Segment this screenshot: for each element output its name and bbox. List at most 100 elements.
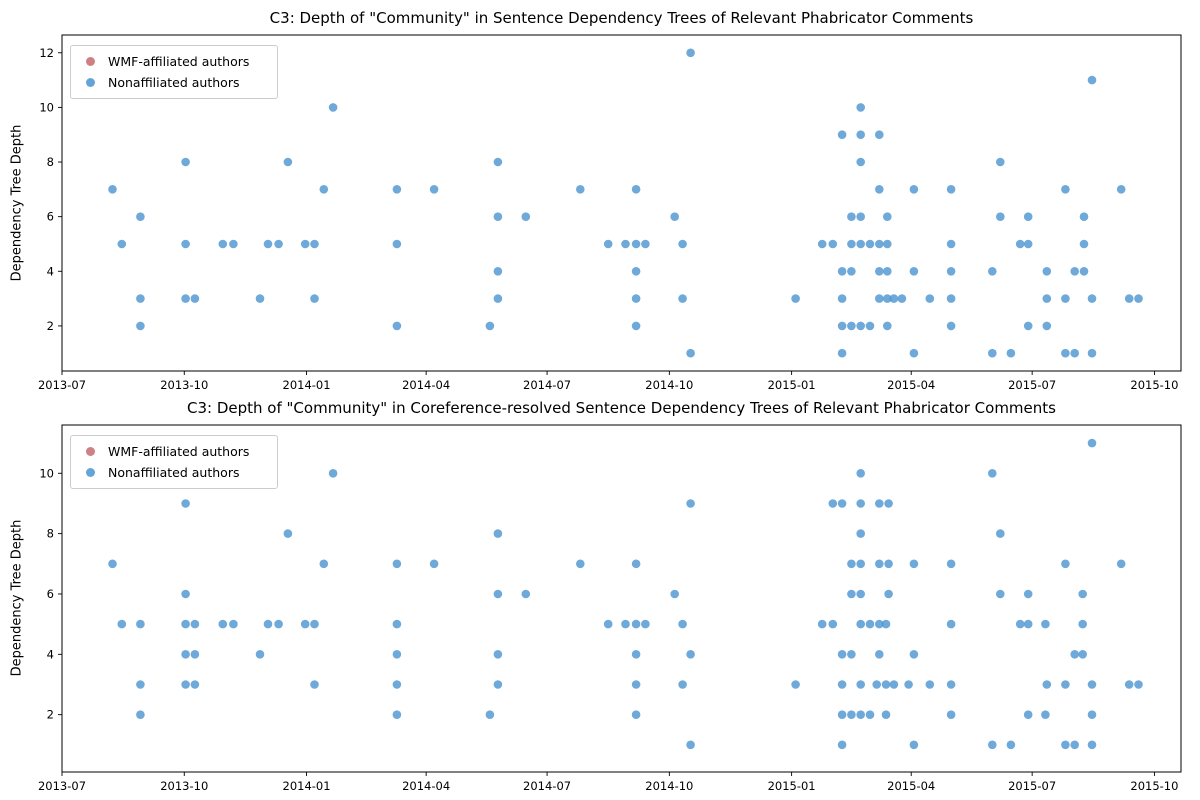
data-point: [875, 499, 884, 508]
data-point: [909, 740, 919, 750]
data-point: [1061, 680, 1070, 689]
plot-bottom: 2013-07 2013-10 2014-01 2014-04 2014-07 2014-…: [38, 424, 1182, 793]
data-point: [988, 740, 997, 750]
data-point: [274, 619, 283, 629]
data-point: [678, 680, 687, 689]
data-point: [1087, 710, 1097, 719]
data-point: [883, 212, 892, 221]
wmf-marker-icon: [86, 447, 95, 457]
data-point: [856, 130, 865, 139]
data-point: [392, 680, 402, 689]
data-point: [1042, 267, 1052, 276]
y-tick-label: 6: [47, 587, 54, 601]
x-tick-label: 2014-04: [402, 779, 450, 793]
data-point: [881, 710, 891, 719]
data-point: [883, 321, 892, 331]
data-point: [392, 239, 402, 249]
data-point: [1023, 321, 1033, 331]
data-point: [229, 239, 238, 249]
data-point: [1070, 740, 1079, 750]
data-point: [641, 619, 650, 629]
data-point: [1023, 619, 1033, 629]
data-point: [837, 499, 847, 508]
x-tick-label: 2015-10: [1130, 779, 1178, 793]
data-point: [493, 157, 503, 167]
data-point: [603, 619, 613, 629]
data-point: [909, 559, 919, 569]
data-point: [837, 740, 847, 750]
data-point: [1042, 321, 1052, 331]
data-point: [856, 559, 865, 569]
data-point: [946, 680, 956, 689]
x-tick-label: 2015-07: [1008, 378, 1056, 392]
data-point: [1006, 348, 1016, 358]
data-point: [1023, 589, 1033, 599]
data-point: [181, 157, 190, 167]
data-point: [190, 294, 200, 303]
data-point: [1006, 740, 1016, 750]
x-tick-label: 2014-10: [645, 779, 693, 793]
data-point: [865, 619, 875, 629]
data-point: [392, 185, 402, 194]
data-point: [631, 185, 641, 194]
data-point: [1061, 185, 1070, 194]
data-point: [837, 650, 847, 659]
data-point: [847, 267, 856, 276]
legend-label: Nonaffiliated authors: [108, 74, 240, 90]
data-point: [828, 239, 838, 249]
data-point: [946, 267, 956, 276]
data-point: [108, 185, 117, 194]
data-point: [190, 650, 200, 659]
data-point: [847, 710, 856, 719]
data-point: [884, 589, 893, 599]
data-point: [837, 348, 847, 358]
data-point: [255, 650, 265, 659]
data-point: [925, 680, 935, 689]
x-tick-label: 2015-07: [1008, 779, 1056, 793]
x-tick-label: 2013-10: [160, 779, 208, 793]
data-point: [576, 185, 585, 194]
data-point: [847, 239, 856, 249]
data-point: [897, 294, 907, 303]
data-point: [328, 469, 338, 478]
data-point: [493, 529, 503, 538]
data-point: [1015, 239, 1025, 249]
x-tick-label: 2015-04: [887, 378, 935, 392]
x-tick-label: 2013-07: [38, 378, 86, 392]
data-point: [946, 559, 956, 569]
data-point: [872, 680, 881, 689]
data-point: [670, 212, 679, 221]
y-tick-label: 12: [39, 46, 54, 60]
data-point: [392, 559, 402, 569]
data-point: [136, 294, 145, 303]
plot-top: 2013-07 2013-10 2014-01 2014-04 2014-07 2014-…: [38, 34, 1182, 392]
data-point: [946, 710, 956, 719]
data-point: [856, 103, 865, 112]
data-point: [283, 529, 293, 538]
data-point: [1087, 680, 1097, 689]
data-point: [493, 212, 503, 221]
data-point: [837, 130, 847, 139]
data-point: [1087, 348, 1097, 358]
y-tick-label: 4: [47, 647, 54, 661]
data-point: [875, 267, 884, 276]
data-point: [263, 619, 273, 629]
data-point: [1078, 650, 1087, 659]
data-point: [181, 650, 190, 659]
data-point: [865, 321, 875, 331]
data-point: [686, 499, 695, 508]
data-point: [670, 589, 679, 599]
data-point: [856, 589, 865, 599]
data-point: [493, 589, 503, 599]
x-tick-label: 2015-10: [1130, 378, 1178, 392]
data-point: [1116, 185, 1126, 194]
data-point: [641, 239, 650, 249]
data-point: [1116, 559, 1126, 569]
data-point: [946, 321, 956, 331]
data-point: [136, 680, 145, 689]
data-point: [1134, 294, 1143, 303]
data-point: [996, 529, 1005, 538]
data-point: [136, 321, 145, 331]
data-point: [875, 185, 884, 194]
